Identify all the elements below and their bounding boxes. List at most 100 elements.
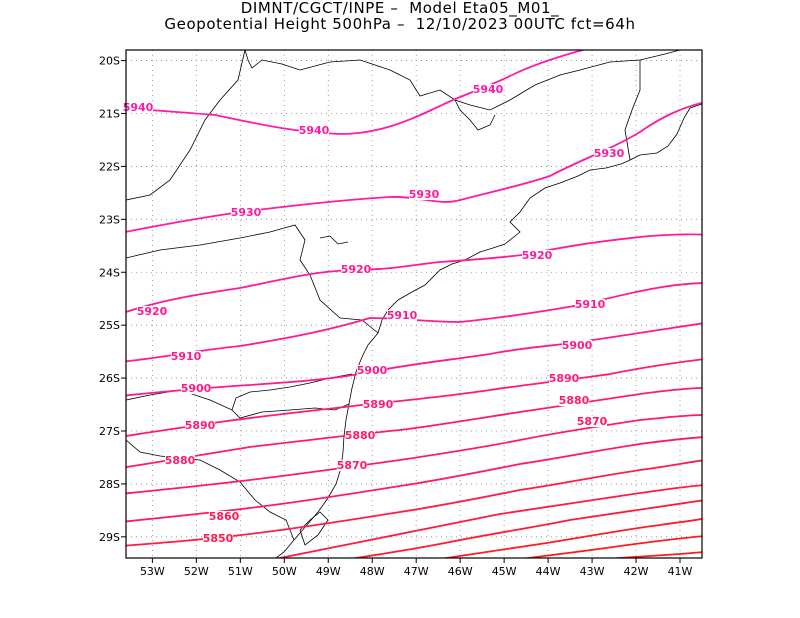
contour-label-bg [409, 189, 439, 200]
contour-label-bg [341, 264, 371, 275]
reservoir-2 [319, 235, 349, 245]
contour-line-5930 [126, 101, 702, 233]
contour-label-5900: 5900 [181, 382, 212, 395]
contour-line-5840 [275, 484, 702, 558]
plot-frame [125, 49, 703, 559]
tick-label-lon: 42W [624, 565, 649, 578]
contour-label-bg [171, 351, 201, 362]
contour-label-5900: 5900 [357, 364, 388, 377]
contour-label-5940: 5940 [123, 101, 154, 114]
contour-label-bg [209, 511, 239, 522]
contour-label-bg [522, 250, 552, 261]
contour-labels: 5940 5940 5940 5930 5930 5930 5920 5920 5920 5910… [123, 83, 625, 545]
tick-label-lon: 51W [228, 565, 253, 578]
contour-label-5910: 5910 [387, 309, 418, 322]
contour-label-5910: 5910 [575, 298, 606, 311]
tick-label-lat: 25S [99, 319, 120, 332]
lagoon [299, 511, 329, 546]
contour-label-5930: 5930 [231, 206, 262, 219]
tick-label-lat: 23S [99, 213, 120, 226]
contour-line-5920 [126, 233, 702, 313]
contour-label-5920: 5920 [341, 263, 372, 276]
contour-line-5830 [350, 499, 702, 558]
contour-label-bg [181, 383, 211, 394]
longitude-ticks: 53W 52W 51W 50W 49W 48W 47W 46W 45W 44W 43W 42W 41W [140, 558, 693, 578]
tick-label-lon: 47W [404, 565, 429, 578]
contour-label-5920: 5920 [137, 305, 168, 318]
contour-line-5810 [521, 535, 702, 558]
contour-label-bg [473, 84, 503, 95]
contour-label-5930: 5930 [594, 147, 625, 160]
tick-label-lon: 46W [448, 565, 473, 578]
lat-lon-grid [126, 50, 702, 558]
contour-line-5820 [440, 517, 702, 558]
contour-label-5940: 5940 [473, 83, 504, 96]
tick-label-lat: 24S [99, 266, 120, 279]
title-line-1: DIMNT/CGCT/INPE – Model Eta05_M01_ [240, 0, 560, 17]
tick-label-lon: 52W [184, 565, 209, 578]
contour-line-5940 [126, 50, 587, 135]
contour-label-5930: 5930 [409, 188, 440, 201]
contour-label-5880: 5880 [559, 394, 590, 407]
contour-label-5880: 5880 [345, 429, 376, 442]
contour-label-5880: 5880 [165, 454, 196, 467]
contour-line-5910 [126, 282, 702, 363]
contour-label-5890: 5890 [363, 398, 394, 411]
tick-label-lon: 44W [536, 565, 561, 578]
contour-label-5900: 5900 [562, 339, 593, 352]
contour-label-5850: 5850 [203, 532, 234, 545]
contour-line-5870 [126, 414, 702, 495]
contour-label-bg [559, 395, 589, 406]
contour-label-bg [345, 430, 375, 441]
contour-line-5860 [126, 436, 702, 523]
contour-label-5860: 5860 [209, 510, 240, 523]
tick-label-lon: 50W [272, 565, 297, 578]
contour-line-5880 [126, 387, 702, 468]
contour-label-bg [357, 365, 387, 376]
contour-label-bg [137, 306, 167, 317]
contour-label-5920: 5920 [522, 249, 553, 262]
tick-label-lat: 28S [99, 478, 120, 491]
contour-label-bg [165, 455, 195, 466]
contour-label-bg [562, 340, 592, 351]
contour-lines [126, 50, 702, 558]
state-border-3 [126, 50, 246, 201]
contour-label-bg [337, 460, 367, 471]
contour-label-bg [387, 310, 417, 321]
contour-line-5900 [126, 322, 702, 397]
contour-label-bg [185, 420, 215, 431]
tick-label-lon: 43W [580, 565, 605, 578]
tick-label-lat: 27S [99, 425, 120, 438]
tick-label-lon: 41W [668, 565, 693, 578]
contour-label-bg [203, 533, 233, 544]
contour-line-5810 [606, 551, 702, 558]
state-border-4 [126, 224, 379, 334]
state-border-6 [126, 439, 295, 541]
tick-label-lat: 29S [99, 531, 120, 544]
contour-label-5910: 5910 [171, 350, 202, 363]
tick-label-lon: 48W [360, 565, 385, 578]
contour-label-5870: 5870 [337, 459, 368, 472]
tick-label-lon: 53W [140, 565, 165, 578]
contour-label-bg [575, 299, 605, 310]
map-title: DIMNT/CGCT/INPE – Model Eta05_M01_ Geopo… [0, 0, 800, 32]
state-border-1 [244, 50, 681, 111]
contour-label-5940: 5940 [299, 124, 330, 137]
coastline-and-borders [126, 50, 702, 558]
contour-label-5890: 5890 [185, 419, 216, 432]
contour-label-bg [577, 416, 607, 427]
state-border-7 [231, 403, 350, 419]
contour-label-bg [363, 399, 393, 410]
reservoir-1 [454, 99, 496, 131]
coastline [275, 103, 702, 558]
tick-label-lon: 45W [492, 565, 517, 578]
contour-label-bg [299, 125, 329, 136]
tick-label-lat: 22S [99, 160, 120, 173]
contour-label-bg [231, 207, 261, 218]
tick-label-lat: 26S [99, 372, 120, 385]
state-border-2 [624, 60, 641, 161]
tick-label-lon: 49W [316, 565, 341, 578]
tick-label-lat: 20S [99, 55, 120, 68]
contour-label-bg [123, 102, 153, 113]
